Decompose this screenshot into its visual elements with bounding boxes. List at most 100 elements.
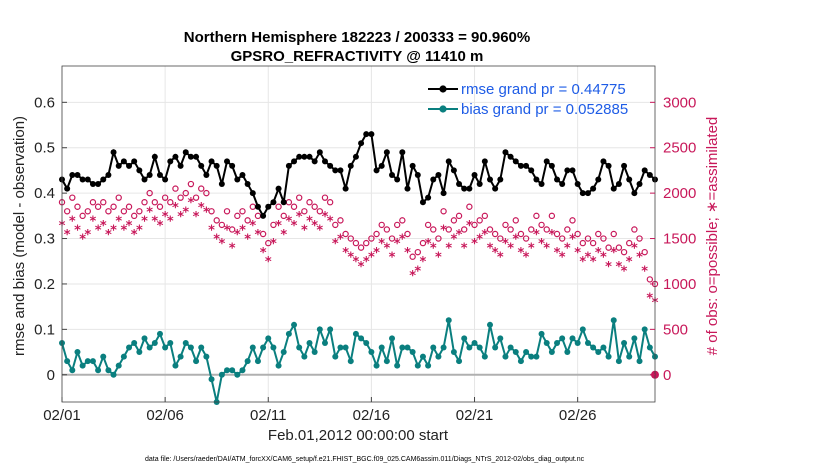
obs-assimilated-point: * bbox=[481, 228, 488, 243]
rmse-point bbox=[574, 181, 581, 188]
obs-assimilated-point: * bbox=[291, 219, 298, 234]
rmse-point bbox=[162, 176, 169, 183]
bias-point bbox=[554, 339, 561, 346]
x-tick-label: 02/01 bbox=[43, 407, 81, 424]
rmse-point bbox=[595, 176, 602, 183]
obs-assimilated-point: * bbox=[487, 242, 494, 257]
obs-possible-point bbox=[177, 194, 184, 201]
bias-point bbox=[74, 349, 81, 356]
rmse-point bbox=[466, 185, 473, 192]
bias-point bbox=[244, 358, 251, 365]
rmse-point bbox=[394, 176, 401, 183]
rmse-point bbox=[450, 167, 457, 174]
rmse-point bbox=[517, 162, 524, 169]
rmse-point bbox=[131, 158, 138, 165]
obs-possible-point bbox=[192, 194, 200, 201]
obs-possible-point bbox=[430, 226, 437, 233]
obs-assimilated-point: * bbox=[492, 246, 499, 261]
rmse-point bbox=[600, 158, 607, 165]
obs-assimilated-point: * bbox=[167, 214, 174, 229]
rmse-point bbox=[187, 153, 194, 160]
bias-point bbox=[208, 376, 215, 383]
bias-point bbox=[399, 344, 406, 351]
rmse-point bbox=[404, 185, 411, 192]
bias-point bbox=[265, 335, 272, 342]
rmse-point bbox=[141, 176, 148, 183]
rmse-point bbox=[193, 153, 200, 160]
obs-possible-point bbox=[522, 235, 530, 242]
rmse-point bbox=[311, 158, 318, 165]
bias-point bbox=[136, 349, 143, 356]
obs-assimilated-point: * bbox=[615, 260, 622, 275]
right-tick-label: 0 bbox=[663, 367, 671, 384]
obs-assimilated-point: * bbox=[497, 251, 504, 266]
rmse-point bbox=[234, 176, 241, 183]
bias-point bbox=[512, 349, 519, 356]
obs-assimilated-point: * bbox=[270, 237, 277, 252]
obs-possible-point bbox=[641, 248, 648, 256]
obs-assimilated-point: * bbox=[641, 264, 648, 279]
obs-assimilated-point: * bbox=[198, 201, 205, 216]
obs-possible-point bbox=[620, 248, 628, 256]
bias-point bbox=[631, 335, 638, 342]
obs-possible-point bbox=[574, 230, 581, 238]
left-tick-label: 0.3 bbox=[34, 231, 55, 248]
obs-assimilated-point: * bbox=[296, 210, 303, 225]
bias-point bbox=[383, 358, 390, 365]
obs-possible-point bbox=[198, 185, 205, 192]
obs-assimilated-point: * bbox=[373, 246, 380, 261]
obs-possible-point bbox=[136, 208, 143, 215]
obs-possible-point bbox=[167, 199, 174, 206]
bias-point bbox=[352, 330, 359, 337]
rmse-point bbox=[492, 185, 499, 192]
obs-possible-point bbox=[455, 212, 463, 220]
obs-assimilated-point: * bbox=[188, 196, 195, 211]
obs-possible-point bbox=[182, 189, 189, 197]
obs-possible-point bbox=[600, 235, 607, 242]
rmse-point bbox=[126, 162, 133, 169]
obs-assimilated-point: * bbox=[404, 246, 411, 261]
rmse-point bbox=[425, 194, 432, 201]
obs-assimilated-point: * bbox=[224, 223, 231, 238]
left-axis-label: rmse and bias (model - observation) bbox=[11, 116, 28, 356]
obs-possible-point bbox=[130, 212, 138, 220]
rmse-point bbox=[208, 158, 215, 165]
obs-assimilated-point: * bbox=[461, 242, 468, 257]
obs-possible-point bbox=[584, 235, 592, 242]
bias-point bbox=[316, 326, 323, 333]
rmse-point bbox=[461, 185, 468, 192]
bias-point bbox=[126, 344, 133, 351]
rmse-point bbox=[182, 149, 189, 156]
obs-possible-point bbox=[326, 199, 334, 206]
bias-point bbox=[239, 367, 246, 374]
rmse-point bbox=[533, 176, 540, 183]
bias-point bbox=[486, 321, 493, 328]
bias-point bbox=[641, 326, 648, 333]
rmse-point bbox=[244, 181, 251, 188]
obs-assimilated-point: * bbox=[311, 219, 318, 234]
obs-possible-point bbox=[517, 230, 525, 238]
obs-assimilated-point: * bbox=[507, 242, 514, 257]
bias-point bbox=[456, 358, 463, 365]
bias-point bbox=[249, 344, 256, 351]
obs-assimilated-point: * bbox=[610, 246, 617, 261]
obs-possible-point bbox=[409, 253, 416, 260]
obs-assimilated-point: * bbox=[368, 251, 375, 266]
obs-assimilated-point: * bbox=[450, 233, 457, 248]
rmse-point bbox=[363, 131, 370, 138]
obs-assimilated-point: * bbox=[636, 251, 643, 266]
obs-assimilated-point: * bbox=[280, 228, 287, 243]
obs-assimilated-point: * bbox=[456, 228, 463, 243]
rmse-point bbox=[213, 162, 220, 169]
rmse-point bbox=[631, 190, 638, 197]
bias-point bbox=[363, 339, 370, 346]
obs-possible-point bbox=[280, 212, 287, 220]
rmse-point bbox=[321, 158, 328, 165]
rmse-series bbox=[59, 131, 659, 379]
x-axis-label: Feb.01,2012 00:00:00 start bbox=[268, 427, 449, 444]
obs-assimilated-point: * bbox=[353, 255, 360, 270]
obs-possible-point bbox=[373, 230, 380, 238]
bias-point bbox=[621, 339, 628, 346]
obs-possible-point bbox=[631, 226, 638, 233]
rmse-point bbox=[610, 185, 617, 192]
